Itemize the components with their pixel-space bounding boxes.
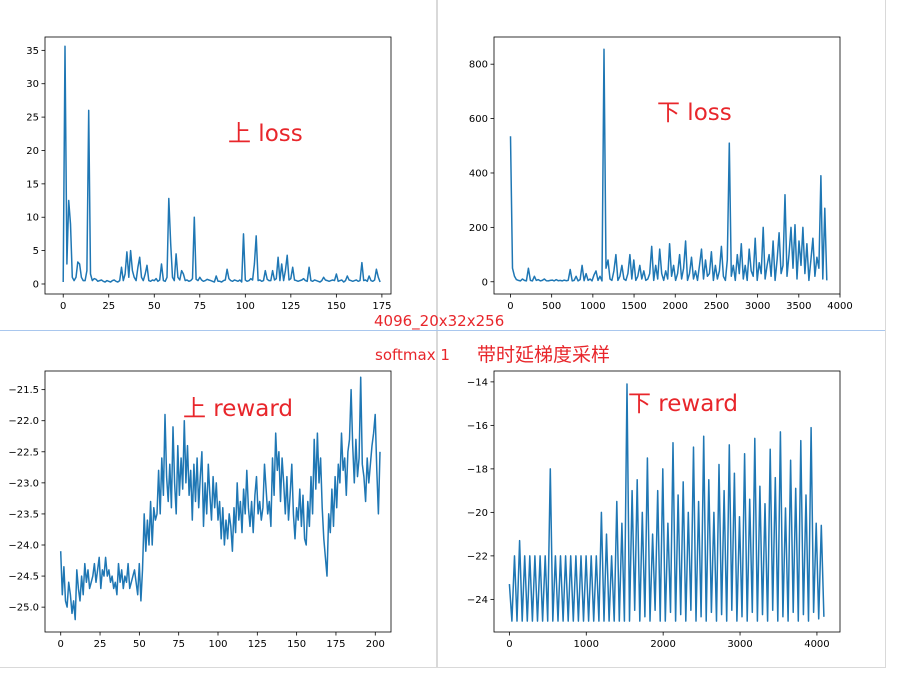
x-tick-label: 25 [102,301,115,312]
x-tick-label: 4000 [827,301,852,312]
y-tick-label: −24.5 [8,572,39,583]
axes-frame [44,36,392,295]
x-tick-label: 1000 [580,301,605,312]
chart-lower-reward: 0 1000 2000 3000 4000 −14 −16 −18 −20 −22 −24 下 rew… [467,370,841,650]
x-tick-label: 2000 [663,301,688,312]
y-tick-label: −22.5 [8,447,39,458]
y-tick-label: 25 [26,113,39,124]
y-tick-label: −16 [467,421,488,432]
x-tick-label: 100 [208,639,227,650]
chart-upper-loss: 0 25 50 75 100 125 150 175 0 5 10 15 20 25 30 35 上 loss [26,36,392,312]
x-tick-label: 0 [506,639,512,650]
y-tick-label: −25.0 [8,603,39,614]
x-tick-label: 75 [193,301,206,312]
y-tick-label: 0 [482,277,488,288]
x-tick-label: 50 [133,639,146,650]
chart-lower-loss: 0 500 1000 1500 2000 2500 3000 3500 4000 0 200 400 6… [469,36,853,312]
x-tick-label: 25 [94,639,107,650]
chart-annotation-label: 上 loss [228,121,303,147]
annotation-config: 4096_20x32x256 [374,312,505,330]
x-tick-label: 125 [248,639,267,650]
y-tick-label: 20 [26,146,39,157]
chart-annotation-label: 上 reward [183,396,293,422]
x-tick-label: 200 [366,639,385,650]
y-tick-label: −23.5 [8,509,39,520]
series-line [509,48,828,282]
x-tick-label: 2500 [704,301,729,312]
x-tick-label: 100 [236,301,255,312]
y-tick-label: 200 [469,223,488,234]
y-tick-label: −24 [467,595,488,606]
y-tick-label: 15 [26,179,39,190]
x-tick-label: 75 [172,639,185,650]
y-tick-label: −21.5 [8,385,39,396]
axes-frame [493,36,841,295]
y-tick-label: −14 [467,377,488,388]
y-tick-label: 0 [33,279,39,290]
chart-annotation-label: 下 loss [657,100,732,126]
series-line [59,376,381,621]
chart-upper-reward: 0 25 50 75 100 125 150 175 200 −21.5 −22.0 −22.5 −23… [8,370,392,650]
y-tick-label: 600 [469,114,488,125]
y-tick-label: 400 [469,168,488,179]
y-tick-label: −18 [467,464,488,475]
x-tick-label: 0 [60,301,66,312]
y-tick-label: 10 [26,213,39,224]
y-tick-label: 35 [26,46,39,57]
x-tick-label: 0 [58,639,64,650]
x-tick-label: 1500 [621,301,646,312]
annotation-softmax: softmax 1 [375,346,450,364]
y-tick-label: 5 [33,246,39,257]
x-tick-label: 125 [281,301,300,312]
y-tick-label: 30 [26,79,39,90]
x-tick-label: 3000 [745,301,770,312]
series-line [62,45,381,283]
x-tick-label: 3000 [727,639,752,650]
x-tick-label: 3500 [786,301,811,312]
y-tick-label: −22.0 [8,416,39,427]
x-tick-label: 2000 [650,639,675,650]
y-tick-label: 800 [469,60,488,71]
x-tick-label: 175 [372,301,391,312]
chart-annotation-label: 下 reward [628,391,738,417]
y-tick-label: −23.0 [8,478,39,489]
x-tick-label: 150 [287,639,306,650]
x-tick-label: 1000 [574,639,599,650]
axes-frame [493,370,841,633]
x-tick-label: 50 [148,301,161,312]
panel-border-bottom [0,667,886,668]
annotation-sampling: 带时延梯度采样 [477,344,611,366]
x-tick-label: 150 [327,301,346,312]
x-tick-label: 500 [542,301,561,312]
panel-divider-vertical [436,0,438,668]
panel-border-right [885,0,886,668]
y-tick-label: −24.0 [8,541,39,552]
x-tick-label: 0 [507,301,513,312]
y-tick-label: −22 [467,551,488,562]
x-tick-label: 4000 [804,639,829,650]
panel-divider-horizontal [0,330,886,331]
y-tick-label: −20 [467,508,488,519]
series-line [508,383,825,622]
x-tick-label: 175 [326,639,345,650]
